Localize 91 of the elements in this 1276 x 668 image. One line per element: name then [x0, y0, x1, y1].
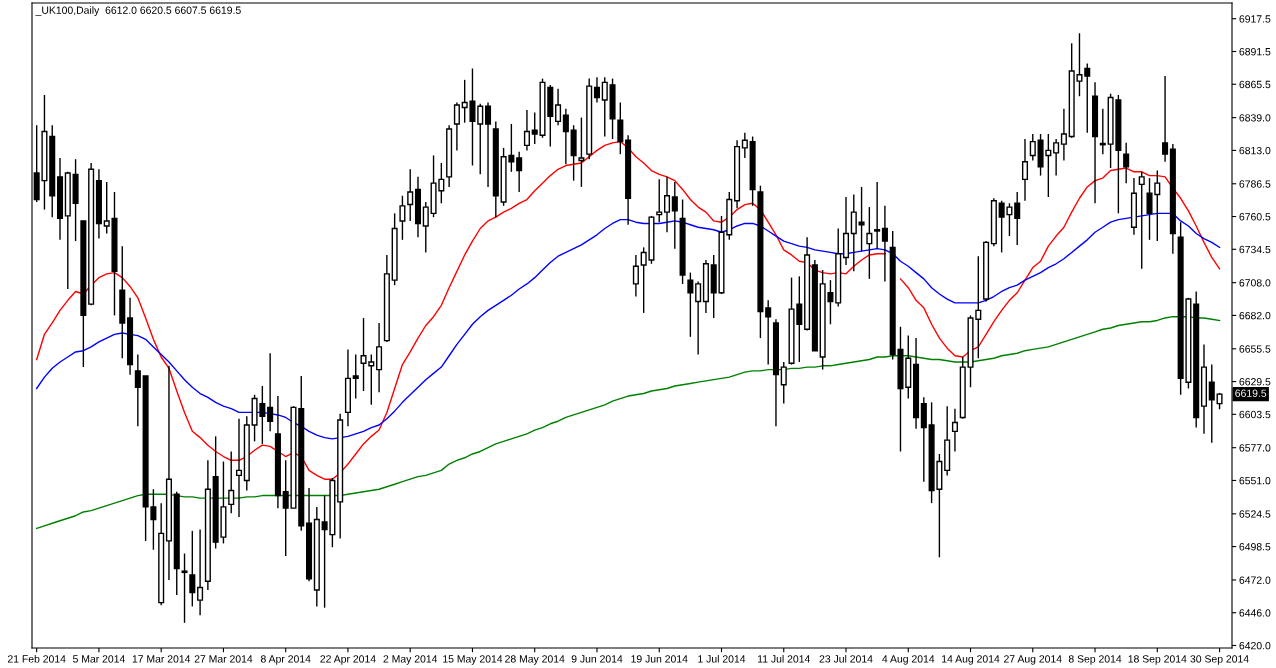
y-tick-label: 6655.5 — [1239, 345, 1271, 353]
candlestick — [951, 407, 958, 453]
candlestick — [663, 176, 671, 233]
y-tick-label: 6446.0 — [1239, 609, 1271, 617]
y-tick-label: 6629.5 — [1239, 378, 1271, 386]
candlestick — [1029, 133, 1036, 162]
x-tick-label: 17 Mar 2014 — [132, 655, 191, 663]
y-tick-label: 6551.0 — [1239, 476, 1271, 485]
candlestick — [920, 396, 927, 483]
candlestick — [765, 299, 772, 366]
candlestick — [399, 195, 406, 241]
x-tick-label: 30 Sep 2014 — [1190, 655, 1249, 665]
candlestick — [1138, 171, 1145, 270]
candlestick — [267, 352, 274, 433]
x-tick-label: 28 May 2014 — [505, 655, 565, 665]
x-tick-label: 9 Jun 2014 — [571, 655, 623, 663]
y-tick-label: 6917.5 — [1239, 15, 1271, 23]
candlestick — [842, 196, 850, 266]
y-tick-label: 6813.0 — [1239, 146, 1271, 155]
candlestick — [555, 87, 562, 126]
candlestick — [695, 280, 702, 356]
x-tick-label: 1 Jul 2014 — [698, 654, 746, 663]
candlestick — [1162, 75, 1169, 163]
x-tick-label: 19 Jun 2014 — [631, 655, 688, 663]
candlestick — [523, 109, 530, 152]
candlestick — [1053, 138, 1060, 177]
candlestick — [453, 101, 460, 152]
candlestick — [376, 322, 383, 393]
candlestick — [578, 116, 585, 188]
x-tick-label: 8 Apr 2014 — [260, 655, 311, 665]
y-tick-label: 6498.5 — [1239, 543, 1271, 551]
candlestick — [352, 353, 359, 400]
candlestick — [1208, 363, 1215, 444]
x-tick-label: 27 Aug 2014 — [1004, 655, 1062, 665]
y-tick-label: 6603.5 — [1239, 410, 1271, 419]
candlestick — [741, 132, 748, 159]
candlestick — [1084, 62, 1091, 134]
candlestick — [656, 178, 663, 223]
x-tick-label: 27 Mar 2014 — [194, 655, 253, 663]
x-tick-label: 15 May 2014 — [443, 655, 503, 665]
y-tick-label: 6708.0 — [1239, 279, 1271, 287]
y-tick-label: 6577.0 — [1239, 444, 1271, 452]
candlestick — [850, 193, 857, 273]
line-series — [35, 315, 1221, 530]
candlestick — [881, 205, 888, 283]
x-tick-label: 22 Apr 2014 — [320, 655, 376, 665]
candlestick — [1014, 191, 1021, 246]
candlestick — [874, 181, 881, 250]
y-tick-label: 6865.5 — [1239, 80, 1271, 89]
y-tick-label: 6420.0 — [1239, 641, 1271, 650]
candlestick — [562, 108, 569, 165]
chart-title: _UK100,Daily 6612.0 6620.5 6607.5 6619.5 — [35, 6, 241, 16]
candlestick — [1123, 142, 1130, 184]
candlestick — [228, 450, 235, 514]
candlestick — [601, 76, 608, 138]
x-tick-label: 11 Jul 2014 — [758, 654, 810, 663]
y-tick-label: 6682.0 — [1239, 311, 1271, 320]
x-tick-label: 18 Sep 2014 — [1128, 655, 1187, 665]
candlestick — [189, 530, 196, 608]
y-tick-label: 6524.5 — [1239, 510, 1271, 518]
y-tick-label: 6760.5 — [1239, 213, 1271, 221]
candlestick — [687, 271, 694, 338]
y-tick-label: 6472.0 — [1239, 576, 1271, 584]
y-tick-label: 6891.5 — [1239, 48, 1271, 56]
candlestick — [477, 103, 484, 176]
candlestick — [407, 168, 414, 222]
x-tick-label: 5 Mar 2014 — [73, 655, 125, 663]
candlestick — [485, 101, 492, 188]
x-tick-label: 21 Feb 2014 — [7, 654, 66, 663]
candlestick — [780, 361, 787, 405]
y-tick-label: 6839.0 — [1239, 114, 1271, 122]
y-tick-label: 6786.5 — [1239, 180, 1271, 188]
candlestick — [516, 150, 523, 193]
x-tick-label: 2 May 2014 — [383, 655, 438, 665]
candlestick — [235, 418, 243, 518]
x-tick-label: 8 Sep 2014 — [1068, 655, 1122, 665]
x-tick-label: 14 Aug 2014 — [942, 655, 1000, 665]
candlestick — [422, 201, 429, 254]
candlestick — [866, 206, 873, 280]
y-tick-label: 6734.5 — [1239, 245, 1271, 254]
candlestick — [632, 254, 639, 298]
candlestick — [593, 76, 601, 104]
x-tick-label: 23 Jul 2014 — [819, 654, 873, 663]
candlestick — [197, 528, 204, 616]
candlestick — [671, 181, 678, 250]
candlestick — [1060, 108, 1067, 162]
candlestick — [134, 353, 141, 427]
x-tick-label: 4 Aug 2014 — [882, 655, 935, 665]
annotation: 6619.5 — [1235, 389, 1267, 397]
candlestick — [1021, 138, 1029, 202]
candlestick — [181, 552, 188, 624]
